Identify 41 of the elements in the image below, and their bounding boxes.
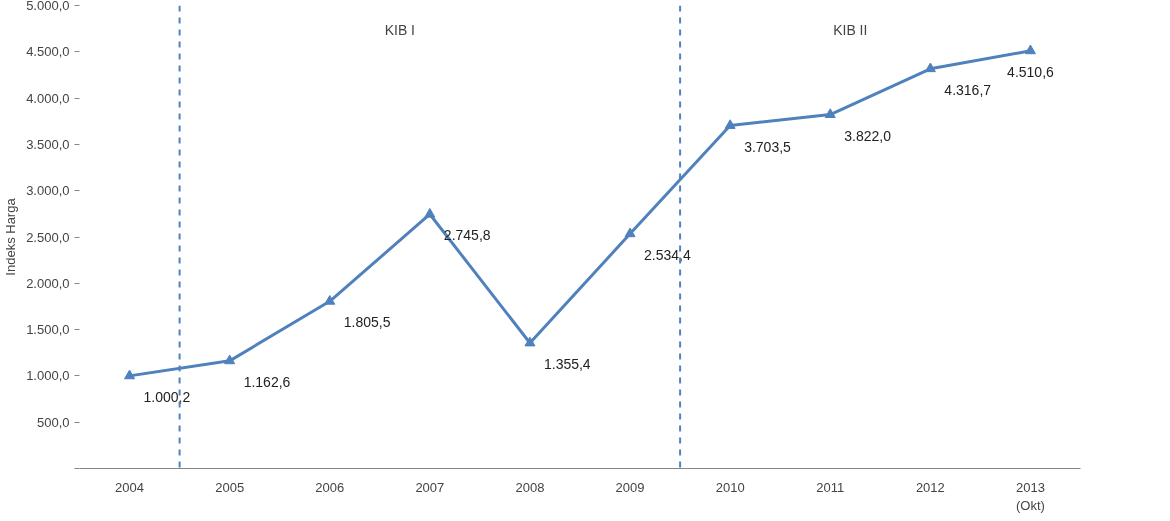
y-tick-label: 500,0 <box>36 414 70 430</box>
data-label: 1.805,5 <box>343 314 391 331</box>
x-tick-label: 2004 <box>115 479 145 495</box>
x-tick-label: 2012 <box>915 479 945 495</box>
y-tick-label: 1.500,0 <box>26 322 70 338</box>
x-tick-label: 2013 (Okt) <box>1015 479 1045 513</box>
data-label: 2.534,4 <box>644 246 691 263</box>
point <box>624 227 636 238</box>
point <box>324 295 336 305</box>
annotation: KIB II <box>833 21 868 38</box>
y-tick-label: 3.000,0 <box>26 183 70 199</box>
data-label: 4.510,6 <box>1007 63 1055 80</box>
y-tick-label: 1.000,0 <box>26 368 70 384</box>
y-axis-title: Indeks Harga <box>3 197 19 276</box>
y-tick-label: 2.500,0 <box>26 229 70 245</box>
data-label: 3.703,5 <box>744 138 792 155</box>
x-tick-label: 2010 <box>715 479 745 495</box>
y-tick-label: 3.500,0 <box>26 136 70 152</box>
point <box>824 108 836 118</box>
y-tick-label: 4.500,0 <box>26 44 70 60</box>
data-label: 1.162,6 <box>243 373 291 390</box>
data-label: 1.355,4 <box>543 355 591 372</box>
y-tick-label: 4.000,0 <box>26 90 70 106</box>
point <box>224 354 236 365</box>
x-tick-label: 2006 <box>315 479 345 495</box>
data-label: 4.316,7 <box>944 81 992 98</box>
x-tick-label: 2009 <box>615 479 645 495</box>
point <box>524 336 536 347</box>
x-tick-label: 2008 <box>515 479 545 495</box>
y-tick-label: 2.000,0 <box>26 275 70 291</box>
y-tick-label: 5.000,0 <box>26 0 70 13</box>
point <box>724 119 736 129</box>
point <box>124 369 136 380</box>
point <box>424 207 436 218</box>
data-label: 1.000,2 <box>143 388 191 405</box>
x-tick-label: 2005 <box>215 479 245 495</box>
annotation: KIB I <box>384 21 416 38</box>
point <box>1024 44 1036 55</box>
x-tick-label: 2011 <box>816 479 845 495</box>
data-label: 3.822,0 <box>844 127 892 144</box>
x-tick-label: 2007 <box>415 479 445 495</box>
